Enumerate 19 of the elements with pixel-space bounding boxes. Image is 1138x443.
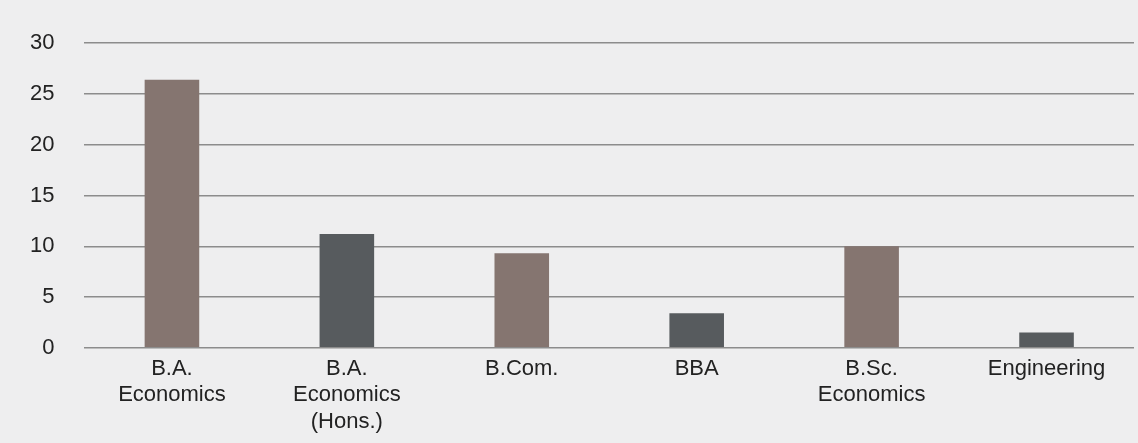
- y-tick-label: 25: [29, 80, 55, 106]
- x-tick-label: B.Com.: [485, 355, 559, 381]
- x-tick-label: B.Sc. Economics: [817, 355, 926, 407]
- y-tick-label: 20: [29, 130, 55, 156]
- bar: [494, 253, 550, 348]
- x-tick-label: B.A. Economics (Hons.): [293, 355, 401, 433]
- bar: [319, 234, 375, 348]
- bar: [1019, 332, 1074, 348]
- y-tick-label: 10: [29, 232, 55, 258]
- x-tick-label: Engineering: [987, 355, 1106, 381]
- bar: [844, 246, 899, 348]
- bar: [669, 313, 724, 348]
- x-tick-label: B.A. Economics: [118, 355, 226, 407]
- y-tick-label: 30: [29, 29, 55, 55]
- bar: [144, 79, 200, 348]
- y-tick-label: 5: [42, 283, 55, 309]
- y-tick-label: 15: [29, 181, 55, 207]
- y-tick-label: 0: [42, 333, 55, 359]
- x-tick-label: BBA: [674, 355, 720, 381]
